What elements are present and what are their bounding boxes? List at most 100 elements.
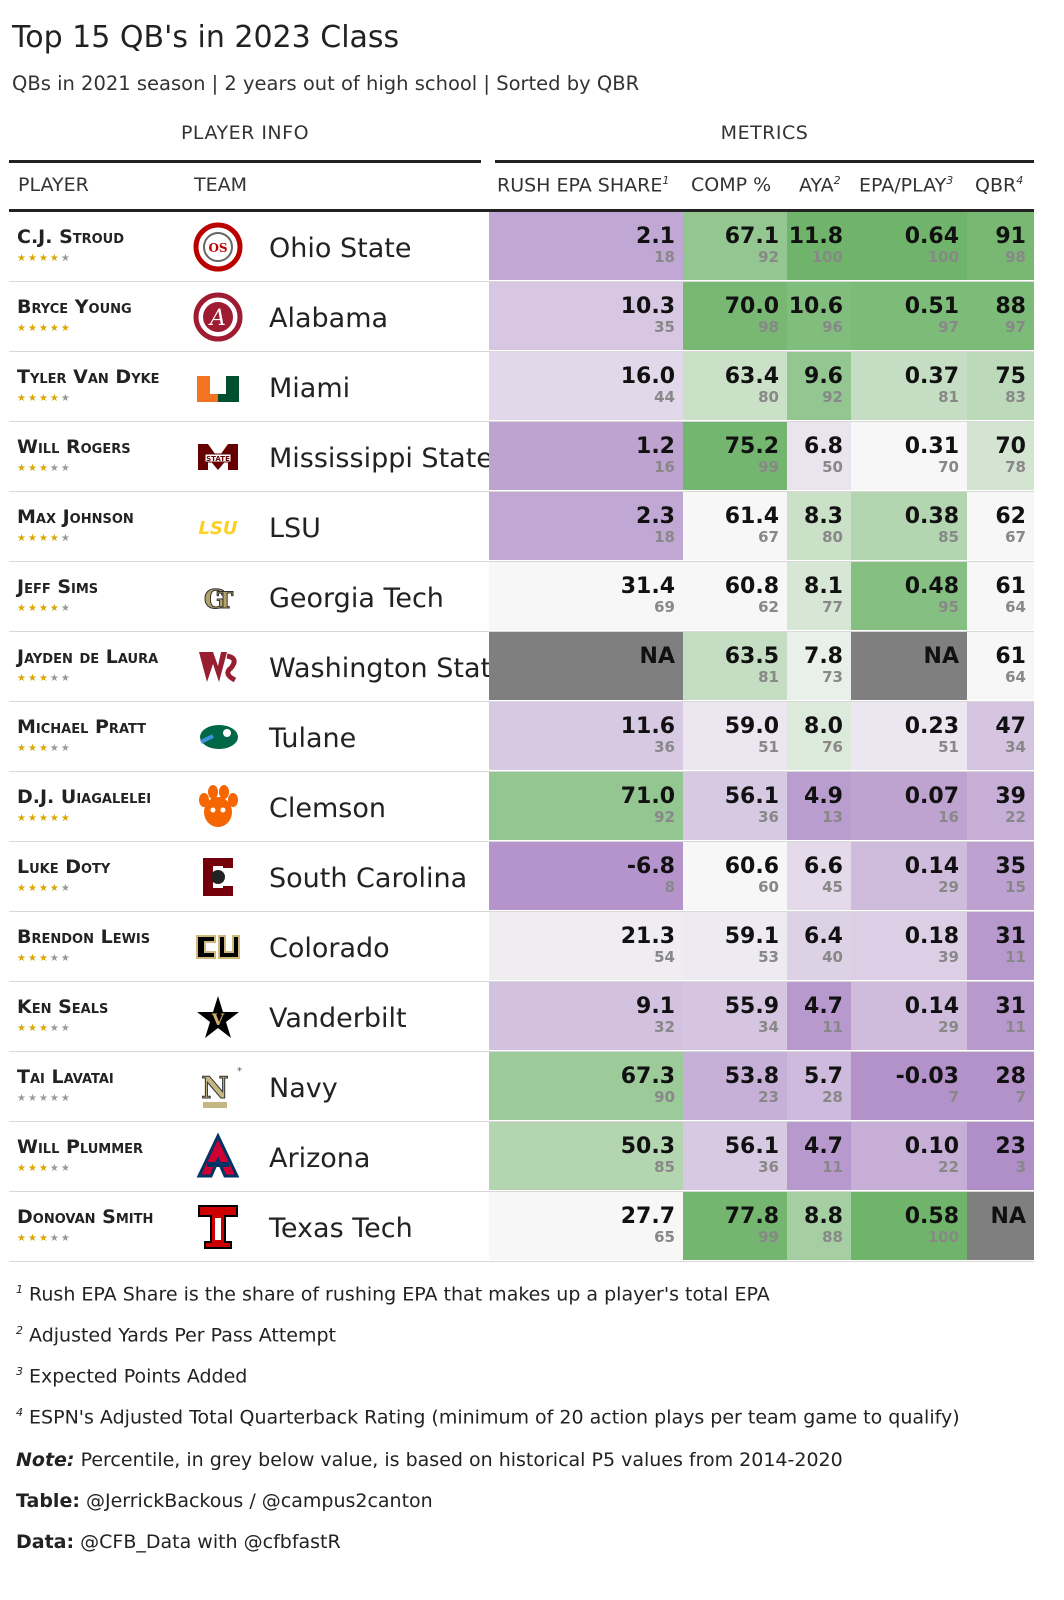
- texas-tech-logo: [193, 1202, 243, 1252]
- star-icon: ★: [49, 883, 61, 894]
- rush-cell: -6.8 8: [489, 842, 683, 910]
- qbr-value: 70: [995, 434, 1026, 459]
- recruit-stars: ★★★★★: [17, 533, 72, 544]
- recruit-stars: ★★★★★: [17, 463, 72, 474]
- qbr-value: 35: [995, 854, 1026, 879]
- star-icon: ★: [60, 323, 72, 334]
- rush-value: 50.3: [620, 1134, 675, 1159]
- player-name: D.J. Uiagalelei: [17, 786, 152, 808]
- comp-value: 59.0: [724, 714, 779, 739]
- team-name: Navy: [269, 1073, 338, 1104]
- column-header-aya: AYA2: [799, 174, 841, 197]
- svg-text:V: V: [211, 1010, 225, 1029]
- rush-value: 71.0: [620, 784, 675, 809]
- comp-cell: 59.0 51: [683, 702, 787, 770]
- recruit-stars: ★★★★★: [17, 603, 72, 614]
- svg-text:N: N: [201, 1071, 228, 1106]
- player-name: Max Johnson: [17, 506, 134, 528]
- column-header-epa-play: EPA/PLAY3: [859, 174, 954, 197]
- star-icon: ★: [27, 813, 39, 824]
- qbr-percentile: 11: [1005, 1018, 1026, 1036]
- epa-percentile: 39: [938, 948, 959, 966]
- qbr-cell: 70 78: [967, 422, 1034, 490]
- star-icon: ★: [17, 1093, 28, 1104]
- star-icon: ★: [17, 673, 28, 684]
- player-name: Luke Doty: [17, 856, 111, 878]
- comp-cell: 56.1 36: [683, 772, 787, 840]
- star-icon: ★: [38, 253, 50, 264]
- star-icon: ★: [60, 673, 72, 684]
- aya-cell: 7.8 73: [787, 632, 851, 700]
- rush-percentile: 18: [654, 248, 675, 266]
- star-icon: ★: [60, 393, 72, 404]
- comp-cell: 63.4 80: [683, 352, 787, 420]
- qbr-percentile: 98: [1005, 248, 1026, 266]
- star-icon: ★: [27, 253, 39, 264]
- comp-value: 63.5: [724, 644, 779, 669]
- rush-percentile: 54: [654, 948, 675, 966]
- table-row: Ken Seals ★★★★★ V Vanderbilt 9.1 32 55.9 34 4.7 1…: [9, 982, 1034, 1052]
- recruit-stars: ★★★★★: [17, 1093, 72, 1104]
- aya-cell: 6.8 50: [787, 422, 851, 490]
- qbr-value: 62: [995, 504, 1026, 529]
- rush-percentile: 90: [654, 1088, 675, 1106]
- svg-text:LSU: LSU: [198, 518, 237, 539]
- footnote: 1 Rush EPA Share is the share of rushing…: [16, 1283, 770, 1306]
- star-icon: ★: [17, 393, 28, 404]
- qbr-cell: 62 67: [967, 492, 1034, 560]
- column-header-team: TEAM: [194, 174, 248, 196]
- qbr-cell: 61 64: [967, 562, 1034, 630]
- star-icon: ★: [49, 393, 61, 404]
- aya-percentile: 77: [822, 598, 843, 616]
- chart-title: Top 15 QB's in 2023 Class: [12, 20, 400, 55]
- rush-cell: 71.0 92: [489, 772, 683, 840]
- epa-percentile: 95: [938, 598, 959, 616]
- table-body: C.J. Stroud ★★★★★ OS Ohio State 2.1 18 67.1 92 1…: [9, 212, 1034, 1262]
- star-icon: ★: [27, 1163, 39, 1174]
- star-icon: ★: [49, 323, 61, 334]
- aya-value: 8.8: [804, 1204, 843, 1229]
- epa-value: 0.38: [904, 504, 959, 529]
- table-row: Michael Pratt ★★★★★ Tulane 11.6 36 59.0 51 8.0 7…: [9, 702, 1034, 772]
- qbr-percentile: 97: [1005, 318, 1026, 336]
- qbr-cell: 23 3: [967, 1122, 1034, 1190]
- star-icon: ★: [60, 1093, 72, 1104]
- aya-cell: 8.3 80: [787, 492, 851, 560]
- table-row: Tyler Van Dyke ★★★★★ Miami 16.0 44 63.4 80 9.6 9…: [9, 352, 1034, 422]
- comp-value: 59.1: [724, 924, 779, 949]
- epa-value: 0.07: [904, 784, 959, 809]
- team-name: Texas Tech: [269, 1213, 413, 1244]
- navy-logo: N *: [193, 1062, 243, 1112]
- rush-percentile: 85: [654, 1158, 675, 1176]
- qbr-cell: 75 83: [967, 352, 1034, 420]
- aya-percentile: 80: [822, 528, 843, 546]
- star-icon: ★: [60, 253, 72, 264]
- qbr-cell: 47 34: [967, 702, 1034, 770]
- aya-cell: 4.9 13: [787, 772, 851, 840]
- aya-percentile: 96: [822, 318, 843, 336]
- aya-cell: 11.8 100: [787, 212, 851, 280]
- star-icon: ★: [38, 1233, 50, 1244]
- epa-value: 0.51: [904, 294, 959, 319]
- comp-percentile: 36: [758, 808, 779, 826]
- qbr-percentile: 3: [1015, 1158, 1026, 1176]
- aya-percentile: 11: [822, 1158, 843, 1176]
- epa-cell: 0.07 16: [851, 772, 967, 840]
- aya-percentile: 88: [822, 1228, 843, 1246]
- star-icon: ★: [38, 813, 50, 824]
- aya-cell: 6.6 45: [787, 842, 851, 910]
- rush-percentile: 18: [654, 528, 675, 546]
- qbr-percentile: 78: [1005, 458, 1026, 476]
- aya-cell: 10.6 96: [787, 282, 851, 350]
- aya-percentile: 76: [822, 738, 843, 756]
- player-name: Tai Lavatai: [17, 1066, 114, 1088]
- rush-value: 2.1: [636, 224, 675, 249]
- svg-text:STATE: STATE: [206, 455, 230, 463]
- comp-percentile: 98: [758, 318, 779, 336]
- source-note: Note: Percentile, in grey below value, i…: [16, 1449, 843, 1471]
- star-icon: ★: [17, 743, 28, 754]
- qbr-value: NA: [990, 1204, 1026, 1229]
- colorado-logo: [193, 922, 243, 972]
- aya-cell: 9.6 92: [787, 352, 851, 420]
- comp-cell: 56.1 36: [683, 1122, 787, 1190]
